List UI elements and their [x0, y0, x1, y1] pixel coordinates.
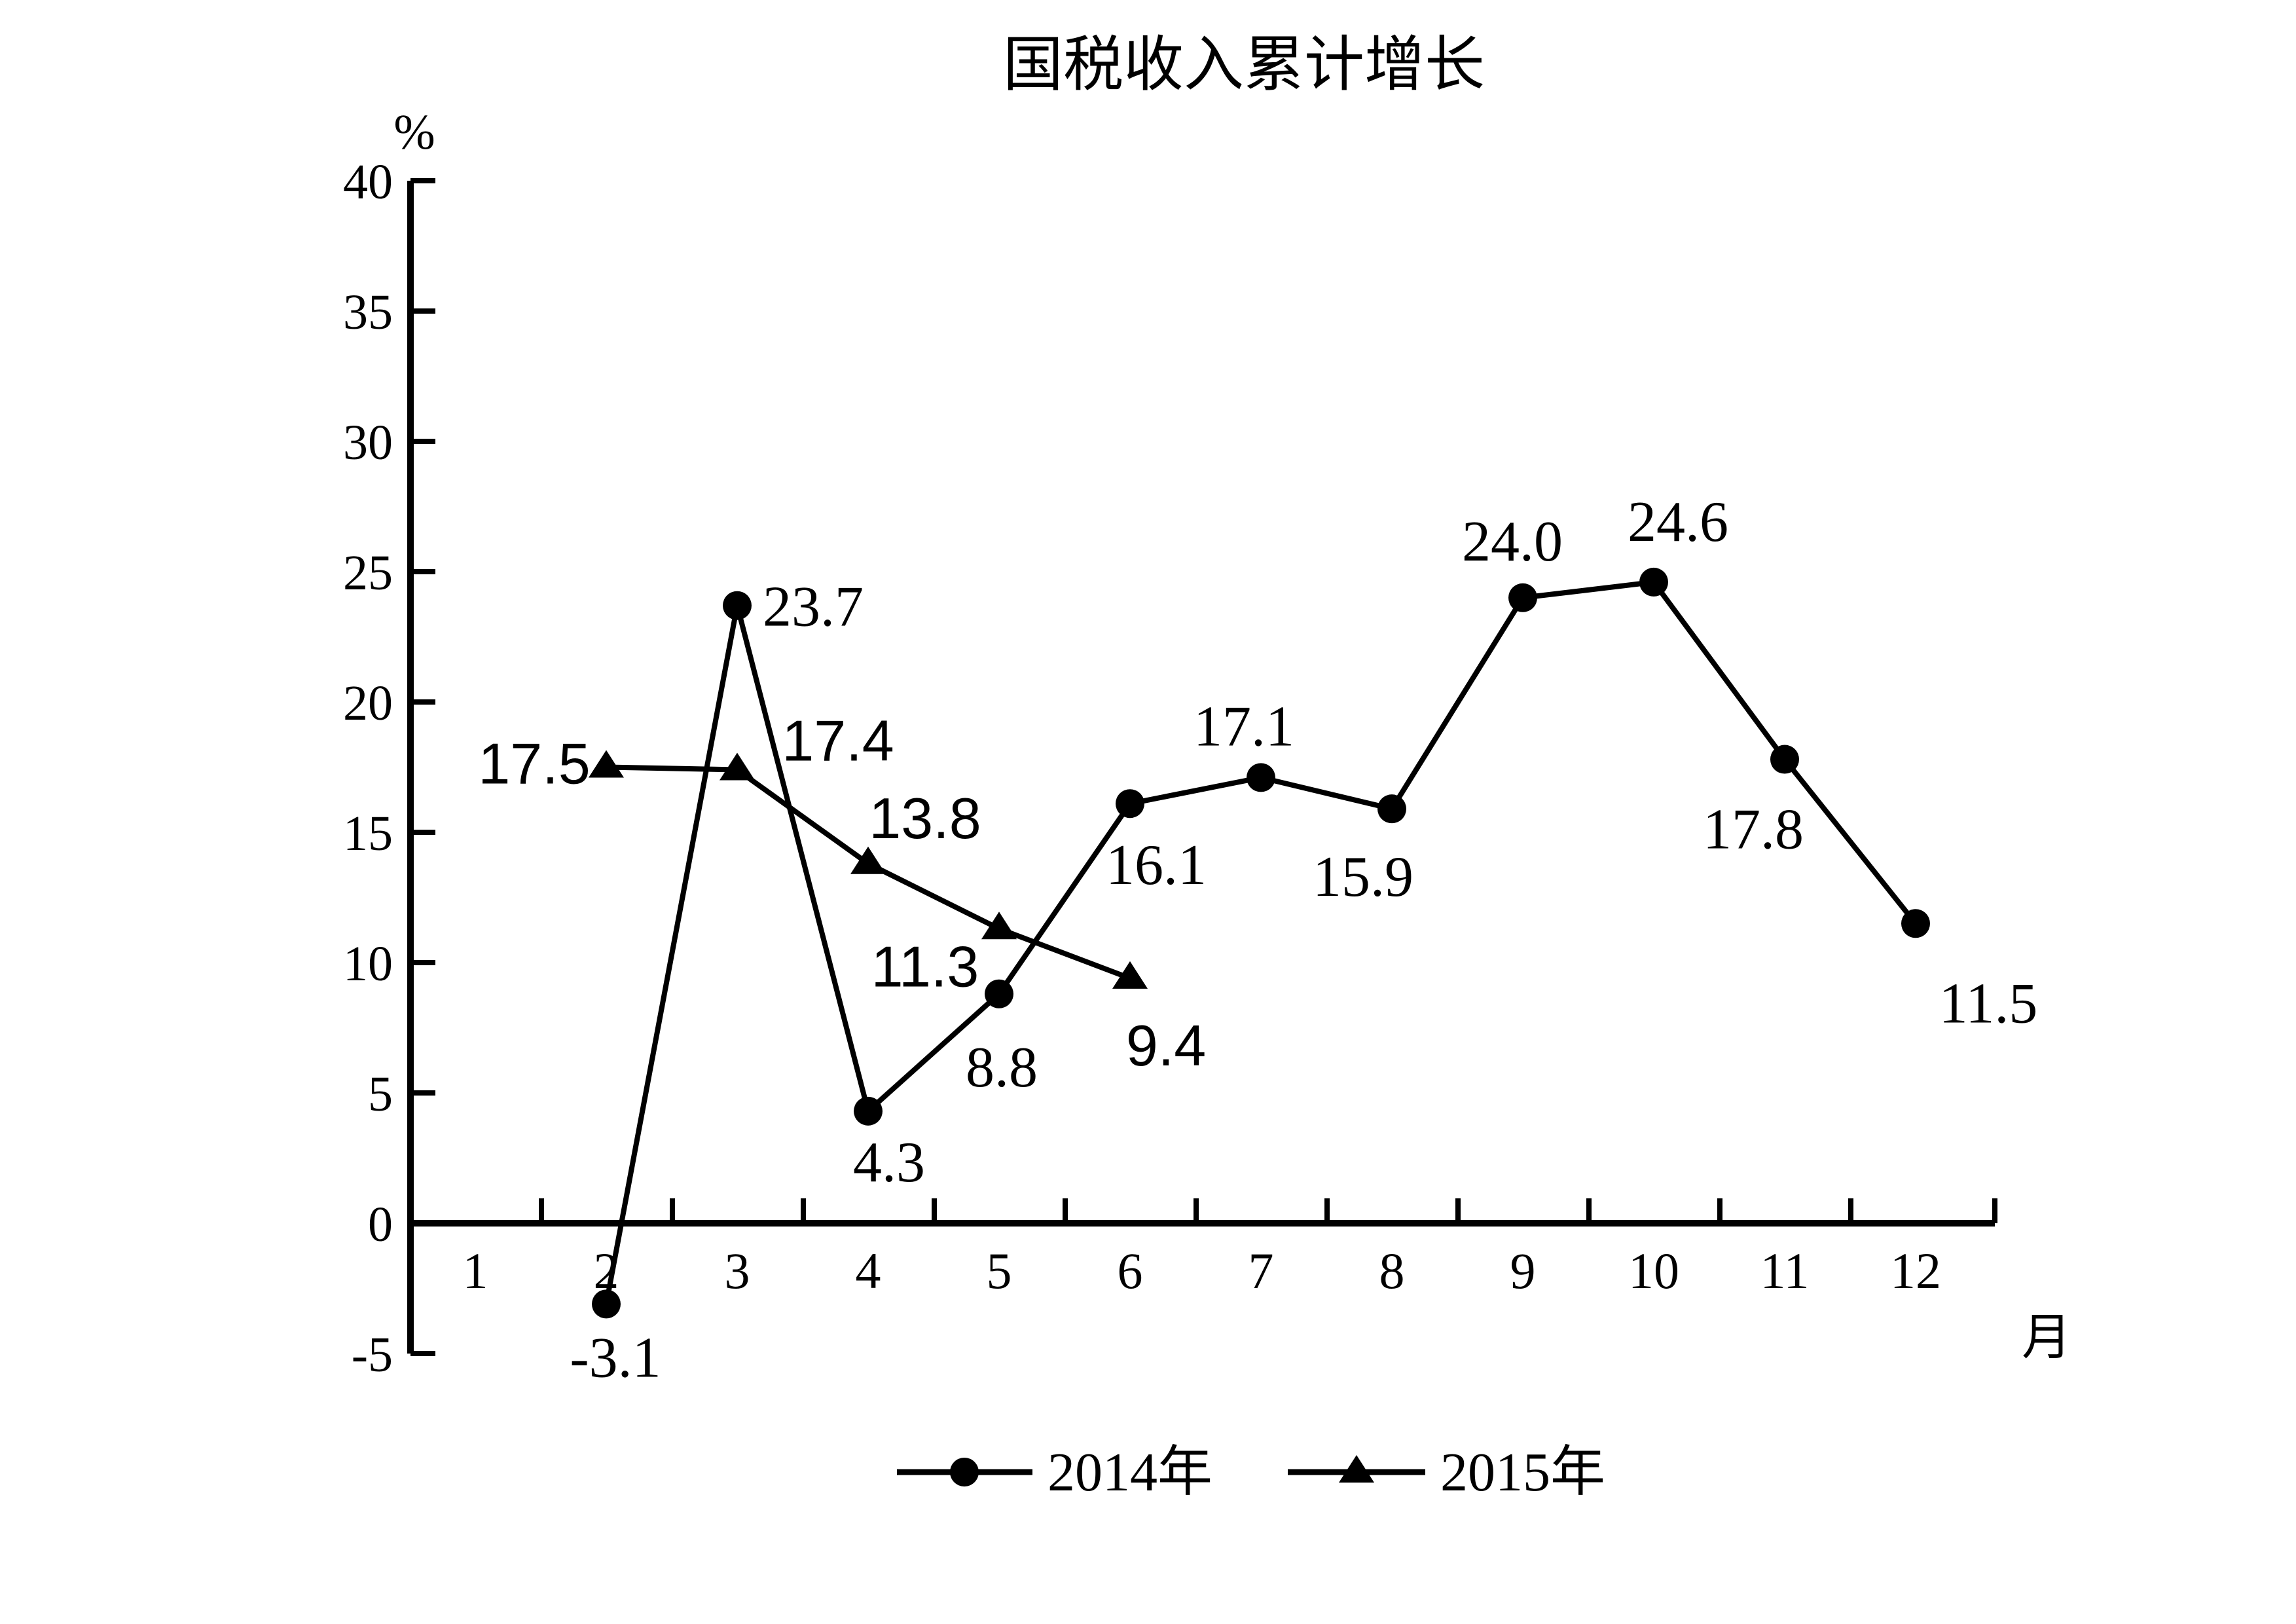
circle-marker — [1901, 909, 1930, 938]
triangle-marker — [1112, 961, 1148, 989]
data-label: 23.7 — [763, 576, 864, 639]
circle-marker — [1377, 794, 1406, 824]
circle-marker — [1247, 763, 1275, 792]
data-label: 4.3 — [853, 1131, 925, 1194]
y-axis-tick-label: -5 — [352, 1327, 393, 1382]
y-axis-tick-label: 30 — [343, 415, 393, 470]
x-axis-tick-label: 5 — [987, 1242, 1012, 1299]
y-axis-unit-label: % — [393, 105, 435, 160]
data-label: 8.8 — [966, 1036, 1038, 1099]
y-axis-tick-label: 5 — [368, 1067, 393, 1122]
data-label: 13.8 — [869, 786, 981, 851]
y-axis-tick-label: 15 — [343, 806, 393, 861]
data-label: 17.1 — [1194, 695, 1294, 758]
x-axis-tick-label: 10 — [1628, 1242, 1679, 1299]
x-axis-tick-label: 3 — [725, 1242, 750, 1299]
triangle-marker — [720, 752, 755, 781]
y-axis-tick-label: 0 — [368, 1197, 393, 1252]
circle-marker — [723, 591, 752, 620]
circle-marker — [1116, 789, 1144, 819]
y-axis-tick-label: 35 — [343, 285, 393, 340]
circle-marker — [1770, 745, 1799, 774]
data-label: 17.4 — [782, 708, 894, 773]
chart-legend: 2014年 2015年 — [897, 1442, 1605, 1503]
circle-marker — [985, 979, 1013, 1008]
data-label: 15.9 — [1313, 845, 1413, 909]
data-label: 16.1 — [1106, 834, 1207, 897]
circle-marker — [854, 1096, 883, 1126]
triangle-icon — [1339, 1455, 1374, 1483]
circle-marker — [592, 1289, 621, 1319]
data-label: 17.5 — [478, 731, 590, 796]
x-axis-tick-label: 8 — [1379, 1242, 1405, 1299]
y-axis-tick-label: 25 — [343, 545, 393, 600]
x-axis-unit-label: 月 — [2022, 1310, 2071, 1365]
legend-label: 2014年 — [1048, 1442, 1212, 1503]
y-axis-tick-label: 20 — [343, 676, 393, 731]
triangle-marker — [589, 750, 624, 778]
triangle-marker — [850, 846, 886, 874]
x-axis-tick-label: 9 — [1510, 1242, 1536, 1299]
circle-icon — [950, 1458, 979, 1486]
circle-marker — [1508, 583, 1537, 612]
series-line-2014年 — [604, 579, 1918, 1305]
x-axis-tick-label: 12 — [1890, 1242, 1941, 1299]
data-label: 24.6 — [1628, 490, 1728, 554]
legend-label: 2015年 — [1440, 1442, 1605, 1503]
x-axis-tick-label: 11 — [1760, 1242, 1809, 1299]
data-label: -3.1 — [570, 1326, 661, 1390]
data-label: 17.8 — [1703, 798, 1804, 862]
x-axis-tick-label: 1 — [463, 1242, 488, 1299]
data-label: 11.5 — [1939, 972, 2038, 1035]
x-axis-tick-label: 7 — [1248, 1242, 1274, 1299]
data-label: 24.0 — [1462, 510, 1563, 574]
y-axis-tick-label: 40 — [343, 155, 393, 210]
circle-marker — [1639, 567, 1668, 597]
data-label: 11.3 — [871, 934, 979, 999]
chart-title: 国税收入累计增长 — [1003, 31, 1485, 98]
data-label: 9.4 — [1126, 1013, 1206, 1078]
x-axis-tick-label: 6 — [1118, 1242, 1143, 1299]
triangle-marker — [981, 912, 1017, 940]
y-axis-tick-label: 10 — [343, 936, 393, 991]
x-axis-tick-label: 4 — [856, 1242, 881, 1299]
